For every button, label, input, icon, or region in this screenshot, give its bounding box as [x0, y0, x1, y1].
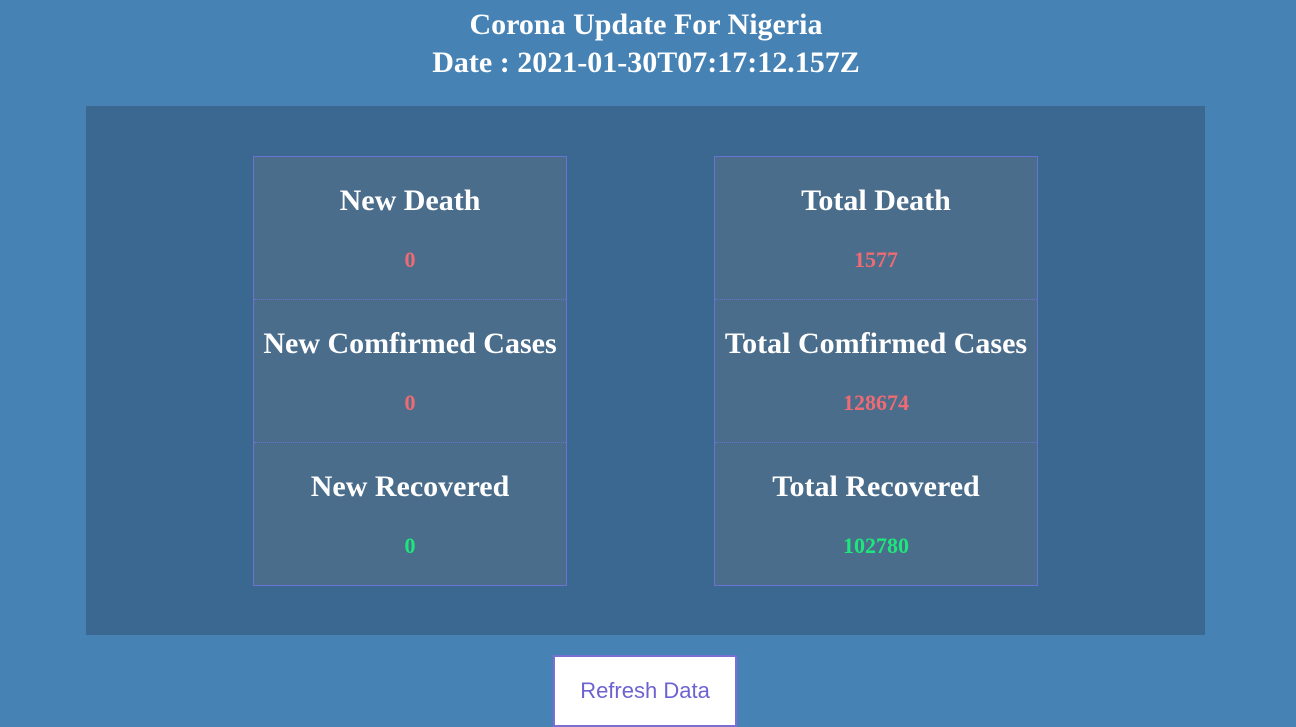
total-recovered-stat: Total Recovered 102780	[715, 442, 1037, 585]
new-confirmed-label: New Comfirmed Cases	[263, 327, 557, 360]
new-confirmed-value: 0	[404, 390, 416, 415]
new-death-stat: New Death 0	[254, 157, 566, 299]
page-title: Corona Update For Nigeria	[469, 8, 823, 41]
new-recovered-label: New Recovered	[310, 470, 510, 503]
stats-panel: New Death 0 New Comfirmed Cases 0 New Re…	[86, 106, 1205, 635]
new-death-label: New Death	[339, 184, 481, 217]
total-recovered-value: 102780	[843, 533, 909, 558]
new-confirmed-stat: New Comfirmed Cases 0	[254, 299, 566, 442]
page-header: Corona Update For Nigeria Date : 2021-01…	[0, 6, 1292, 82]
new-stats-column: New Death 0 New Comfirmed Cases 0 New Re…	[253, 156, 567, 586]
total-death-stat: Total Death 1577	[715, 157, 1037, 299]
new-death-value: 0	[404, 247, 416, 272]
new-recovered-stat: New Recovered 0	[254, 442, 566, 585]
total-confirmed-stat: Total Comfirmed Cases 128674	[715, 299, 1037, 442]
total-confirmed-label: Total Comfirmed Cases	[724, 327, 1028, 360]
update-date: Date : 2021-01-30T07:17:12.157Z	[432, 46, 860, 79]
total-death-value: 1577	[854, 247, 898, 272]
total-recovered-label: Total Recovered	[772, 470, 980, 503]
total-confirmed-value: 128674	[843, 390, 909, 415]
new-recovered-value: 0	[404, 533, 416, 558]
total-stats-column: Total Death 1577 Total Comfirmed Cases 1…	[714, 156, 1038, 586]
total-death-label: Total Death	[801, 184, 951, 217]
refresh-data-button[interactable]: Refresh Data	[553, 655, 737, 727]
